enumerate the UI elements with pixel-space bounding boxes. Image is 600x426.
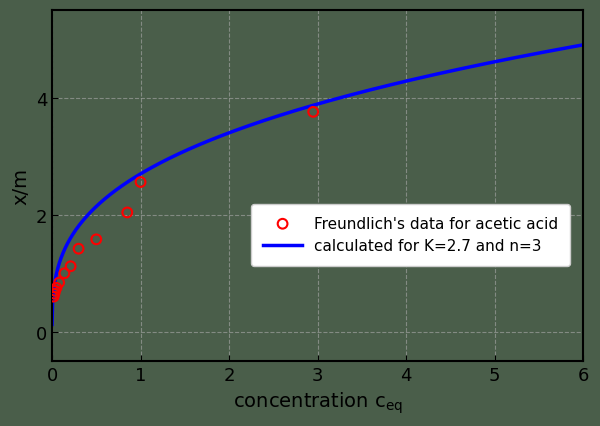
Y-axis label: x/m: x/m xyxy=(11,168,30,204)
Freundlich's data for acetic acid xyxy=(49,294,58,300)
calculated for K=2.7 and n=3 xyxy=(472,64,479,69)
Freundlich's data for acetic acid xyxy=(66,263,76,270)
Freundlich's data for acetic acid xyxy=(122,210,132,216)
Line: calculated for K=2.7 and n=3: calculated for K=2.7 and n=3 xyxy=(52,46,583,325)
calculated for K=2.7 and n=3 xyxy=(103,196,110,201)
Freundlich's data for acetic acid xyxy=(52,285,61,292)
Freundlich's data for acetic acid xyxy=(136,179,145,186)
Freundlich's data for acetic acid xyxy=(91,236,101,243)
Freundlich's data for acetic acid xyxy=(50,291,59,297)
calculated for K=2.7 and n=3 xyxy=(283,112,290,117)
calculated for K=2.7 and n=3 xyxy=(413,77,421,82)
Freundlich's data for acetic acid xyxy=(308,109,318,116)
Freundlich's data for acetic acid xyxy=(74,246,83,253)
calculated for K=2.7 and n=3 xyxy=(263,118,271,123)
Legend: Freundlich's data for acetic acid, calculated for K=2.7 and n=3: Freundlich's data for acetic acid, calcu… xyxy=(251,204,570,266)
calculated for K=2.7 and n=3 xyxy=(580,43,587,48)
X-axis label: concentration $\mathregular{c_{eq}}$: concentration $\mathregular{c_{eq}}$ xyxy=(233,389,403,415)
calculated for K=2.7 and n=3 xyxy=(463,66,470,71)
Freundlich's data for acetic acid xyxy=(55,279,64,286)
Freundlich's data for acetic acid xyxy=(50,288,60,294)
Freundlich's data for acetic acid xyxy=(59,270,69,277)
calculated for K=2.7 and n=3 xyxy=(49,322,56,327)
